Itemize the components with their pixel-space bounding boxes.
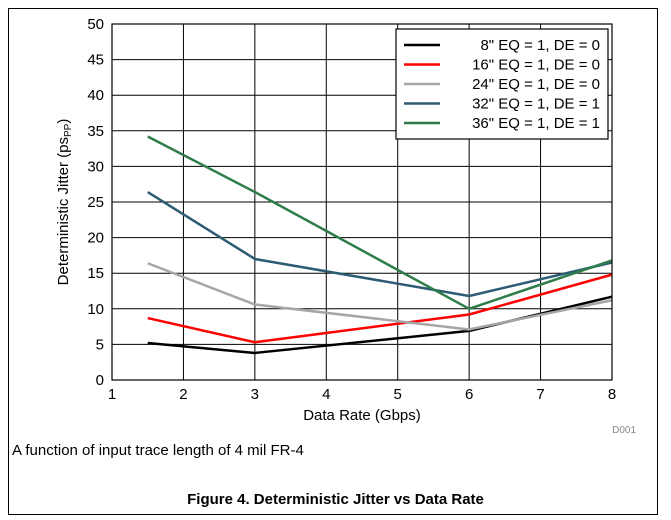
x-tick-label: 6: [465, 386, 473, 403]
y-axis-label-subscript: PP: [63, 123, 74, 137]
series-layer: [147, 135, 613, 355]
y-tick-label: 25: [87, 194, 104, 211]
legend-label: 36" EQ = 1, DE = 1: [472, 115, 600, 132]
y-tick-label: 20: [87, 230, 104, 247]
legend: 8" EQ = 1, DE = 0 16" EQ = 1, DE = 0 24" E…: [395, 28, 609, 140]
y-tick-label: 10: [87, 301, 104, 318]
y-axis-label-main: Deterministic Jitter (ps: [55, 137, 72, 285]
legend-label: 24" EQ = 1, DE = 0: [472, 76, 600, 93]
y-axis-label: Deterministic Jitter (psPP): [55, 119, 74, 286]
x-tick-label: 2: [179, 386, 187, 403]
y-axis-label-close: ): [55, 119, 72, 124]
y-tick-label: 40: [87, 87, 104, 104]
legend-label: 8" EQ = 1, DE = 0: [480, 37, 600, 54]
y-tick-label: 50: [87, 16, 104, 33]
plot-area: [111, 23, 613, 381]
y-tick-label: 35: [87, 123, 104, 140]
y-tick-label: 45: [87, 52, 104, 69]
x-tick-label: 4: [322, 386, 330, 403]
series-line: [147, 190, 613, 298]
figure-title: Figure 4. Deterministic Jitter vs Data R…: [187, 491, 484, 508]
figure-caption: A function of input trace length of 4 mi…: [12, 442, 304, 459]
series-line: [147, 262, 613, 331]
x-tick-label: 3: [251, 386, 259, 403]
y-tick-label: 30: [87, 158, 104, 175]
x-tick-label: 8: [608, 386, 616, 403]
legend-label: 16" EQ = 1, DE = 0: [472, 57, 600, 74]
y-tick-label: 5: [96, 336, 104, 353]
x-axis-label: Data Rate (Gbps): [303, 407, 421, 424]
y-tick-label: 0: [96, 372, 104, 389]
x-tick-label: 5: [394, 386, 402, 403]
y-tick-label: 15: [87, 265, 104, 282]
source-code: D001: [612, 425, 636, 436]
series-line: [147, 273, 613, 344]
x-tick-label: 7: [536, 386, 544, 403]
series-line: [147, 135, 613, 311]
x-tick-label: 1: [108, 386, 116, 403]
legend-label: 32" EQ = 1, DE = 1: [472, 96, 600, 113]
